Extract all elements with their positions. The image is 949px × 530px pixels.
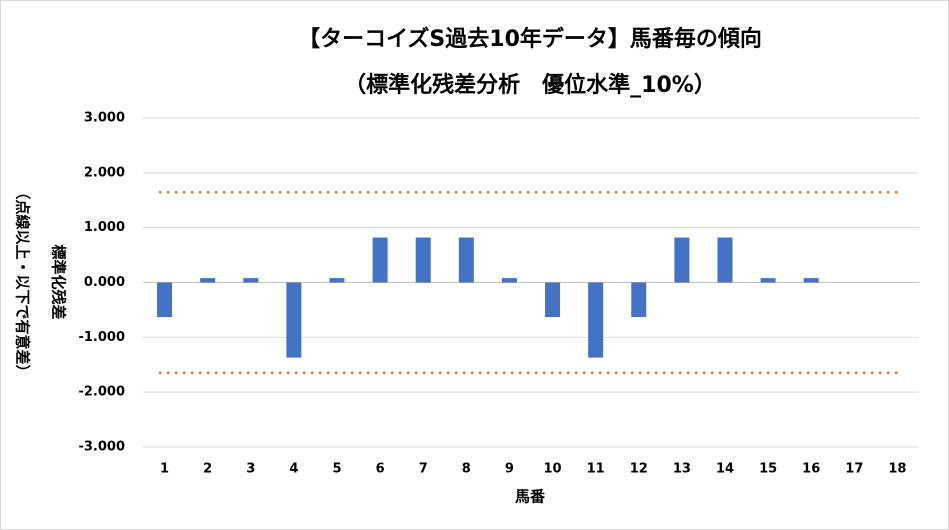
x-tick-label: 16 bbox=[802, 462, 820, 477]
bar bbox=[286, 282, 302, 358]
x-tick-label: 15 bbox=[759, 462, 777, 477]
x-tick-label: 7 bbox=[419, 462, 428, 477]
x-tick-label: 6 bbox=[376, 462, 385, 477]
bar bbox=[760, 278, 776, 283]
x-tick-label: 1 bbox=[160, 462, 169, 477]
bar bbox=[674, 237, 690, 283]
bar bbox=[501, 278, 517, 283]
bar bbox=[458, 237, 474, 283]
x-tick-label: 12 bbox=[630, 462, 648, 477]
bar bbox=[329, 278, 345, 283]
x-tick-label: 11 bbox=[587, 462, 605, 477]
x-tick-label: 9 bbox=[505, 462, 514, 477]
x-tick-label: 8 bbox=[462, 462, 471, 477]
bar bbox=[631, 282, 647, 318]
chart-title: 【ターコイズS過去10年データ】馬番毎の傾向 bbox=[298, 26, 762, 52]
bar bbox=[545, 282, 561, 318]
bar bbox=[372, 237, 388, 283]
x-tick-label: 17 bbox=[845, 462, 863, 477]
y-tick-label: -2.000 bbox=[78, 385, 125, 400]
x-tick-label: 10 bbox=[544, 462, 562, 477]
x-tick-label: 13 bbox=[673, 462, 691, 477]
y-tick-label: 2.000 bbox=[84, 165, 125, 180]
y-tick-label: -3.000 bbox=[78, 440, 125, 455]
y-axis-note: （点線以上・以下で有意差） bbox=[14, 184, 32, 379]
y-axis-title: 標準化残差 bbox=[50, 244, 68, 319]
bar bbox=[243, 278, 259, 283]
bar bbox=[803, 278, 819, 283]
bar bbox=[157, 282, 173, 318]
x-tick-label: 5 bbox=[332, 462, 341, 477]
y-tick-label: 1.000 bbox=[84, 220, 125, 235]
bar bbox=[415, 237, 431, 283]
y-tick-label: 3.000 bbox=[84, 111, 125, 126]
bar bbox=[717, 237, 733, 283]
x-tick-label: 3 bbox=[246, 462, 255, 477]
x-tick-label: 14 bbox=[716, 462, 734, 477]
y-tick-label: 0.000 bbox=[84, 275, 125, 290]
x-tick-label: 2 bbox=[203, 462, 212, 477]
bar bbox=[200, 278, 216, 283]
y-tick-label: -1.000 bbox=[78, 330, 125, 345]
bar bbox=[588, 282, 604, 358]
x-axis-title: 馬番 bbox=[515, 488, 546, 506]
chart-subtitle: （標準化残差分析 優位水準_10%） bbox=[344, 72, 716, 98]
x-tick-label: 18 bbox=[888, 462, 906, 477]
x-tick-label: 4 bbox=[289, 462, 298, 477]
